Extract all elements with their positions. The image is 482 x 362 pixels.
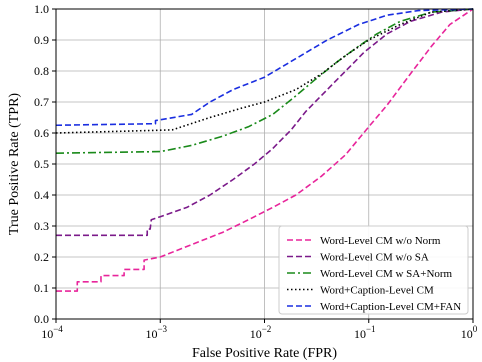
y-axis-ticks: 0.0 0.1 0.2 0.3 0.4 0.5 0.6 0.7 0.8 0.9 1.0 [34,2,56,326]
y-tick-label: 0.6 [34,126,49,140]
x-tick-exponent: 0 [473,324,478,334]
legend-label-3: Word-Level CM w SA+Norm [320,268,453,280]
y-tick-label: 0.2 [34,250,49,264]
x-tick-label: 10−1 [354,324,376,341]
y-tick-label: 0.7 [34,95,49,109]
y-tick-label: 0.4 [34,188,49,202]
y-axis-title: True Positive Rate (TPR) [7,93,22,236]
x-tick-base: 10 [145,327,157,341]
x-tick-base: 10 [41,327,53,341]
y-tick-label: 0.3 [34,219,49,233]
x-tick-exponent: −1 [366,324,376,334]
y-tick-label: 0.5 [34,157,49,171]
legend-box [278,225,469,315]
x-tick-exponent: −3 [157,324,167,334]
x-tick-label: 10−3 [145,324,167,341]
x-tick-exponent: −4 [53,324,63,334]
y-tick-label: 1.0 [34,2,49,16]
series-line-1 [56,8,474,292]
x-tick-label: 10−2 [250,324,272,341]
x-tick-base: 10 [461,327,473,341]
y-tick-label: 0.0 [34,312,49,326]
legend: Word-Level CM w/o Norm Word-Level CM w/o … [278,225,469,315]
x-tick-label: 100 [461,324,478,341]
x-axis-title: False Positive Rate (FPR) [192,346,337,361]
y-tick-label: 0.1 [34,281,49,295]
legend-label-4: Word+Caption-Level CM [320,285,434,297]
series-layer [55,8,474,292]
x-tick-exponent: −2 [262,324,272,334]
series-line-5 [55,8,474,127]
y-tick-label: 0.9 [34,33,49,47]
legend-label-2: Word-Level CM w/o SA [320,252,429,264]
x-tick-base: 10 [250,327,262,341]
x-tick-base: 10 [354,327,366,341]
legend-label-1: Word-Level CM w/o Norm [320,235,441,247]
y-tick-label: 0.8 [34,64,49,78]
series-line-4 [55,8,474,134]
x-tick-label: 10−4 [41,324,63,341]
series-line-2 [56,8,474,237]
x-axis-ticks: 10−4 10−3 10−2 10−1 100 [41,319,478,341]
legend-label-5: Word+Caption-Level CM+FAN [320,301,461,313]
